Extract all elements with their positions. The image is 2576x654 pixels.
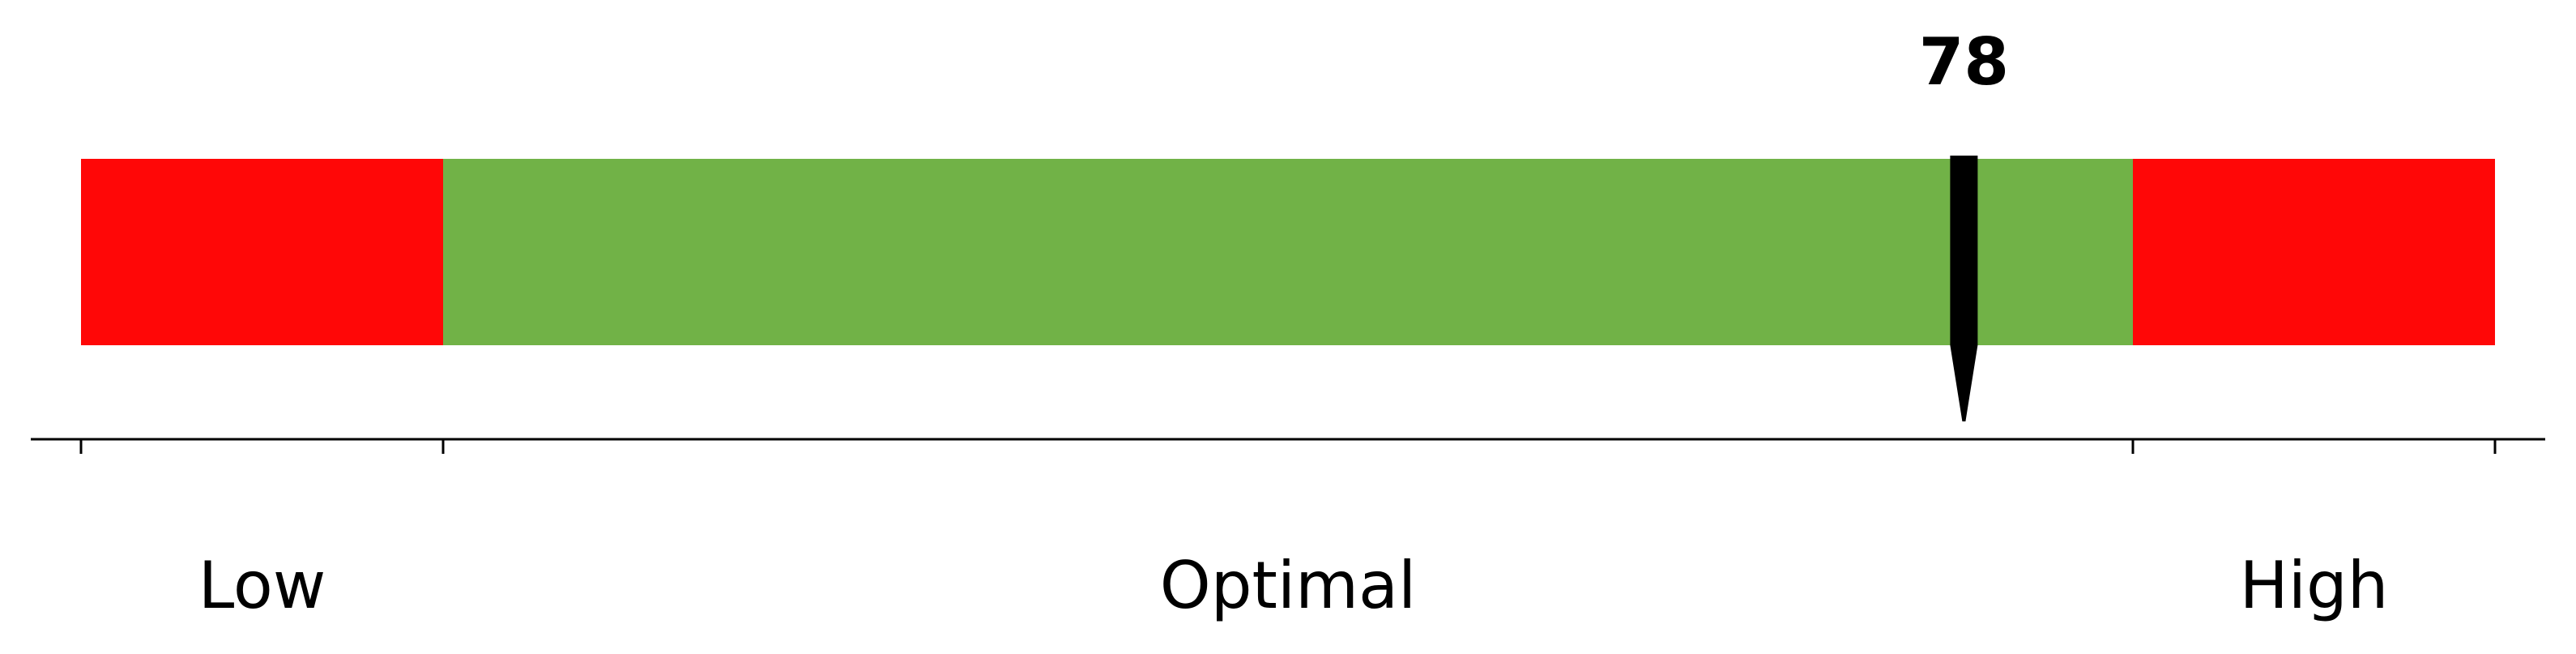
- x-axis: [31, 438, 2545, 454]
- value-label: 78: [1919, 24, 2009, 100]
- value-marker: [1950, 156, 1978, 421]
- zone-band-high: [2133, 159, 2495, 345]
- zone-labels: Low Optimal High: [198, 548, 2389, 623]
- value-marker-group: 78: [1919, 24, 2009, 421]
- zone-label-high: High: [2240, 548, 2389, 623]
- zone-label-low: Low: [198, 548, 326, 623]
- zone-band-optimal: [443, 159, 2133, 345]
- zone-band-low: [81, 159, 443, 345]
- zone-label-optimal: Optimal: [1160, 548, 1417, 623]
- zone-bands: [81, 159, 2495, 345]
